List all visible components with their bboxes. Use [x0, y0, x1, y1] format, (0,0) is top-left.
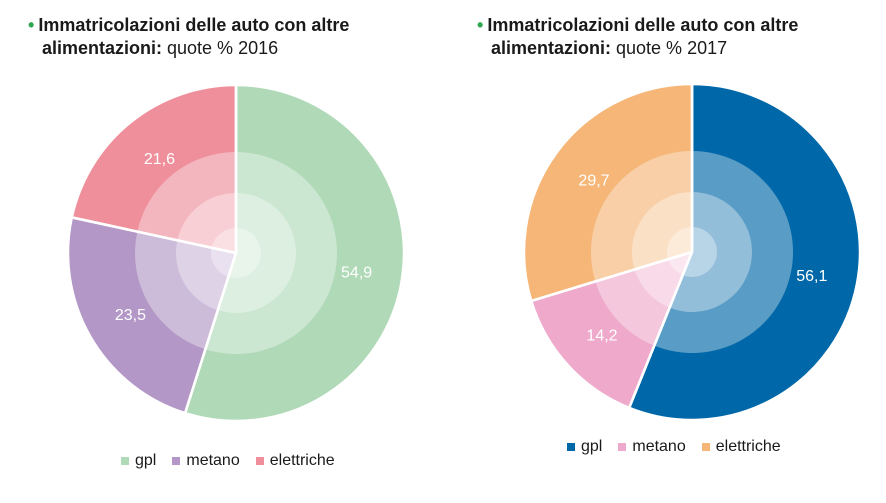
bullet-icon: • [477, 15, 484, 35]
legend-swatch-icon [121, 457, 129, 465]
chart-title-line2-rest: quote % 2017 [611, 38, 728, 58]
legend: gpl metano elettriche [567, 438, 797, 456]
legend-item-elettriche: elettriche [701, 438, 781, 456]
slice-metano-ring-1 [595, 252, 692, 346]
slice-separator [628, 251, 694, 409]
slice-separator [183, 252, 238, 414]
data-label-elettriche: 29,7 [578, 172, 609, 189]
legend-label: metano [632, 438, 686, 455]
slice-elettriche-ring-3 [666, 227, 692, 260]
slice-elettriche [522, 82, 694, 303]
chart-title: • Immatricolazioni delle auto con altre a… [477, 14, 798, 60]
legend-swatch-icon [618, 443, 627, 451]
chart-title-line1: Immatricolazioni delle auto con altre [487, 15, 799, 35]
legend-item-elettriche: elettriche [255, 452, 335, 470]
chart-title-line1: Immatricolazioni delle auto con altre [38, 15, 350, 35]
slice-metano-ring-1 [135, 231, 236, 350]
bullet-icon: • [28, 15, 35, 35]
chart-panel-2016: • Immatricolazioni delle auto con altre a… [28, 14, 406, 470]
slice-elettriche-ring-2 [177, 193, 236, 253]
legend-label: gpl [135, 452, 157, 469]
slice-elettriche-ring-1 [590, 150, 692, 282]
chart-title: • Immatricolazioni delle auto con altre a… [28, 14, 349, 60]
slice-gpl-ring-2 [217, 193, 296, 313]
slice-gpl-ring-1 [205, 152, 337, 355]
legend-item-metano: metano [172, 452, 240, 470]
slice-gpl [183, 83, 406, 423]
slice-elettriche-ring-3 [211, 228, 236, 253]
slice-metano [530, 250, 694, 410]
data-label-gpl: 54,9 [341, 265, 372, 282]
data-label-metano: 14,2 [586, 327, 617, 344]
legend-label: metano [186, 452, 240, 469]
legend: gpl metano elettriche [121, 452, 351, 470]
chart-title-line2-bold: alimentazioni: [42, 38, 163, 58]
legend-swatch-icon [567, 443, 575, 451]
slice-separator [530, 250, 693, 303]
legend-item-metano: metano [618, 438, 686, 456]
slice-gpl-ring-1 [654, 151, 794, 353]
legend-label: elettriche [269, 452, 335, 469]
slice-metano-ring-2 [175, 240, 236, 311]
legend-item-gpl: gpl [567, 438, 602, 456]
slice-gpl [627, 82, 862, 422]
pie-chart-2016: 54,9 23,5 21,6 [66, 83, 406, 423]
chart-title-line2-bold: alimentazioni: [491, 38, 612, 58]
slice-gpl-ring-3 [682, 227, 717, 277]
data-label-elettriche: 21,6 [144, 151, 175, 168]
slice-separator [71, 216, 237, 255]
legend-swatch-icon [172, 457, 181, 465]
chart-panel-2017: • Immatricolazioni delle auto con altre a… [443, 0, 886, 503]
legend-label: gpl [581, 438, 603, 455]
slice-elettriche-ring-2 [632, 192, 692, 270]
slice-metano [66, 216, 238, 415]
pie-chart-2017: 56,1 14,2 29,7 [522, 82, 862, 422]
legend-swatch-icon [255, 457, 264, 465]
legend-label: elettriche [715, 438, 781, 455]
slice-gpl-ring-2 [669, 192, 752, 313]
slice-elettriche-ring-1 [137, 152, 236, 253]
legend-item-gpl: gpl [121, 452, 156, 470]
data-label-metano: 23,5 [115, 307, 146, 324]
slice-elettriche [70, 83, 238, 255]
data-label-gpl: 56,1 [796, 268, 827, 285]
legend-swatch-icon [701, 443, 710, 451]
chart-title-line2-rest: quote % 2016 [162, 38, 279, 58]
